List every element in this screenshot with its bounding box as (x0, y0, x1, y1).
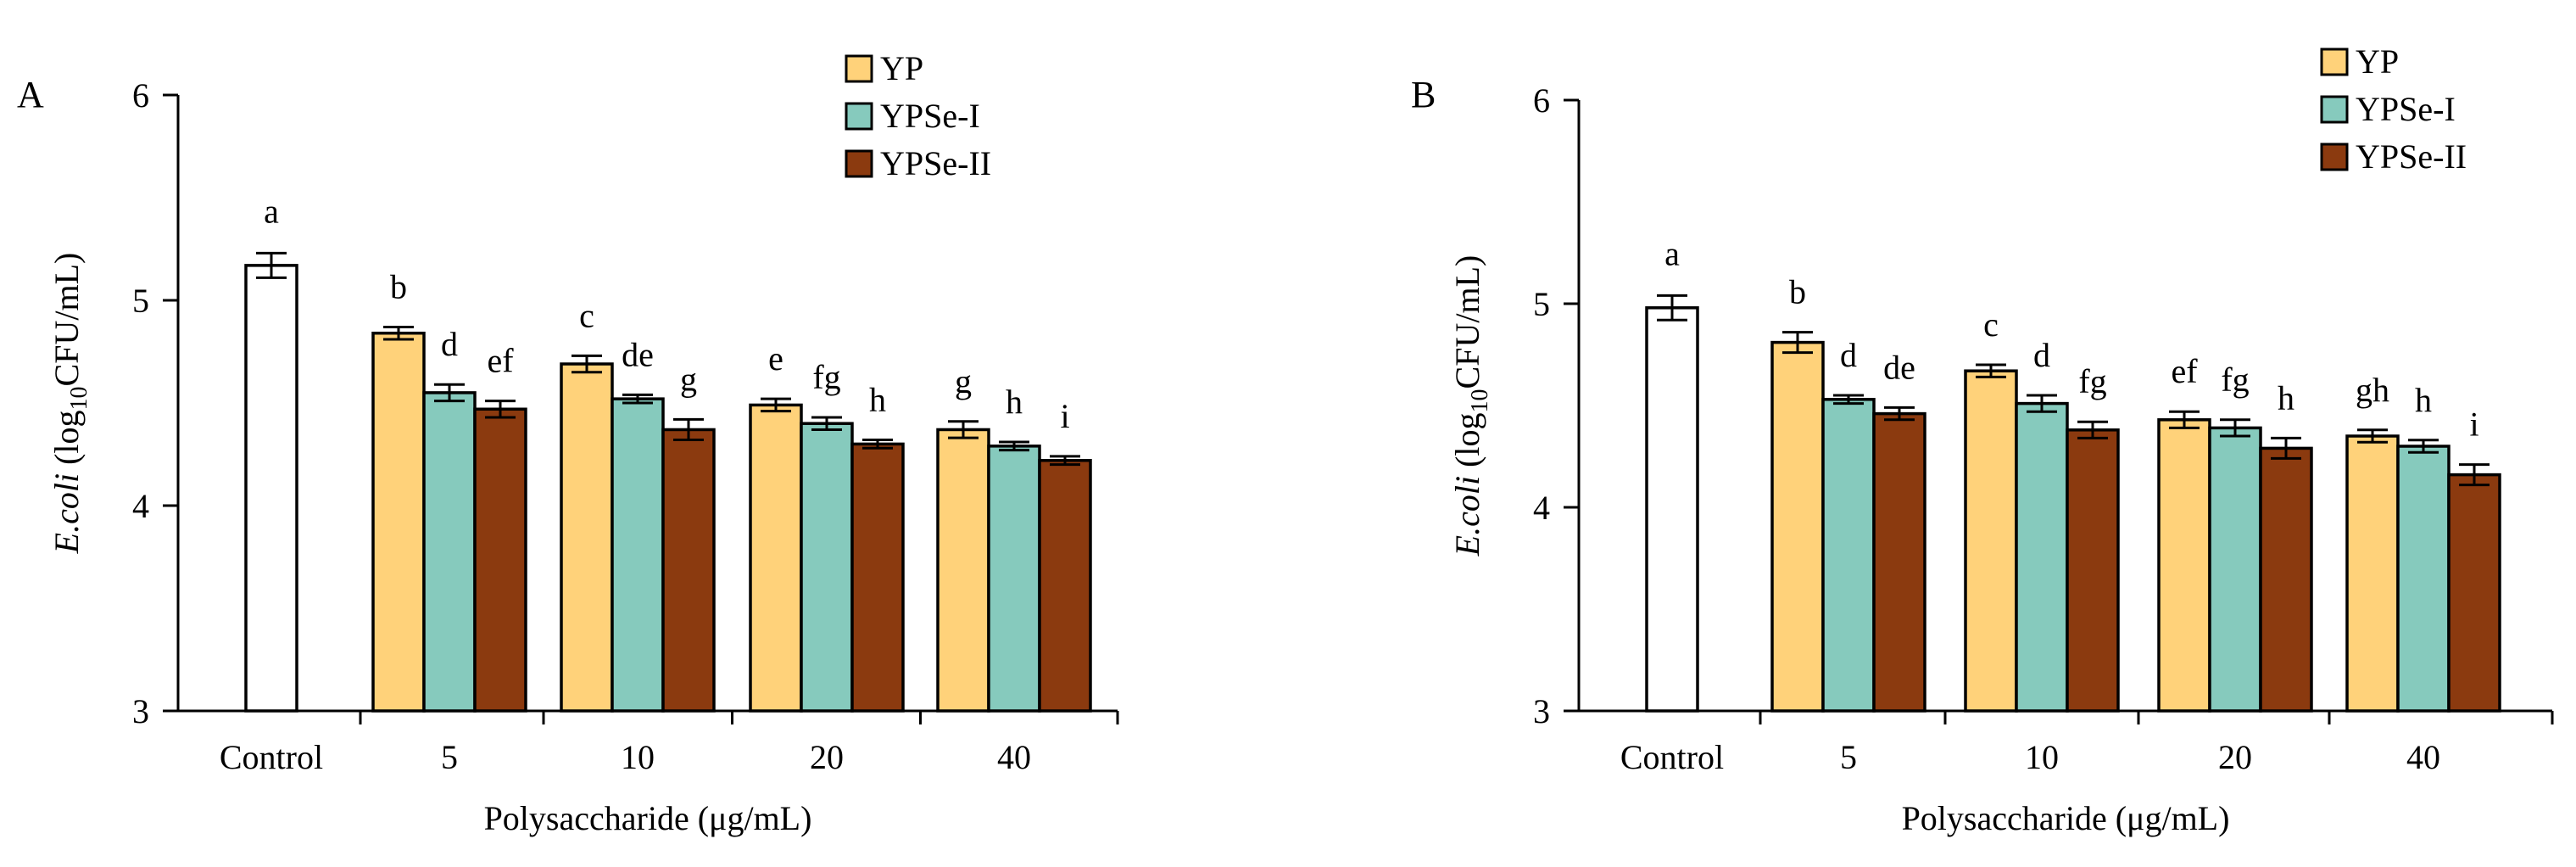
significance-letter: h (869, 381, 886, 419)
bar-yp (560, 362, 614, 713)
significance-letter: a (1664, 234, 1680, 272)
panel-label: B (1411, 74, 1436, 115)
significance-letter: h (2278, 378, 2294, 417)
legend-swatch (845, 54, 873, 83)
bar-ypse-i (1821, 398, 1876, 713)
bar-ypse-i (2208, 426, 2262, 713)
x-axis-title: Polysaccharide (μg/mL) (1902, 799, 2230, 837)
significance-letter: i (2469, 406, 2478, 444)
panel-label: A (17, 74, 44, 115)
chart-panel-a: A 3 4 5 6 Control 5 10 20 40 Polysaccharide (μg/mL… (17, 49, 1119, 837)
significance-letter: g (680, 360, 697, 398)
x-tick-label: 5 (1840, 738, 1857, 776)
y-axis-title-italic: E.coli (47, 473, 86, 554)
significance-letter: d (1840, 336, 1857, 374)
bar-ypse-i (800, 422, 854, 713)
significance-letter: c (579, 296, 594, 334)
bar-ypse-ii (1038, 459, 1092, 713)
significance-letter: de (622, 335, 654, 373)
x-tick-label: 20 (2218, 738, 2252, 776)
significance-letter: ef (2171, 352, 2198, 390)
bar-yp (749, 403, 803, 713)
y-tick-label: 3 (132, 692, 149, 730)
bar-yp (371, 331, 426, 713)
x-tick-label: 20 (810, 738, 844, 776)
x-tick-label: 5 (441, 738, 458, 776)
significance-letter: ef (487, 342, 514, 380)
significance-letter: fg (812, 358, 840, 396)
significance-letter: gh (2356, 371, 2389, 409)
significance-letter: fg (2221, 361, 2249, 399)
y-tick-label: 6 (132, 76, 149, 115)
bar-ypse-i (422, 391, 477, 713)
significance-letter: a (264, 192, 279, 230)
significance-letter: h (1006, 383, 1023, 421)
bar-ypse-ii (661, 428, 716, 713)
legend-label: YP (880, 49, 923, 87)
significance-letter: b (390, 267, 407, 305)
y-axis-title: E.coli (log10CFU/mL) (47, 253, 92, 555)
bar-yp (1964, 369, 2018, 713)
y-tick-label: 5 (132, 282, 149, 320)
x-tick-label: 40 (2406, 738, 2440, 776)
x-tick-label: 10 (621, 738, 655, 776)
bar-ypse-ii (2447, 473, 2501, 713)
x-tick-label: Control (220, 738, 323, 776)
y-axis-title-tail: CFU/mL) (47, 253, 86, 387)
y-axis-title-tail: CFU/mL) (1448, 255, 1486, 389)
y-tick-label: 3 (1533, 692, 1550, 730)
y-axis-title: E.coli (log10CFU/mL) (1448, 255, 1493, 557)
chart-panel-b: B 3 4 5 6 Control 5 10 20 40 Polysaccharide (μg/mL… (1411, 42, 2554, 837)
y-tick-label: 4 (132, 487, 149, 525)
y-axis-title-sub: 10 (1467, 389, 1493, 412)
y-tick-label: 4 (1533, 489, 1550, 527)
significance-letter: de (1883, 348, 1915, 386)
x-tick-label: Control (1620, 738, 1724, 776)
legend-label: YPSe-I (880, 97, 980, 135)
y-axis-title-main: (log (47, 410, 86, 473)
significance-letter: g (955, 362, 972, 400)
bar-control (1645, 306, 1699, 713)
legend-swatch (845, 102, 873, 131)
significance-letter: b (1789, 273, 1806, 311)
significance-letter: h (2415, 381, 2432, 419)
bar-ypse-i (987, 445, 1041, 713)
bar-ypse-i (611, 397, 665, 713)
legend-label: YPSe-I (2356, 90, 2456, 128)
legend-swatch (2320, 143, 2349, 171)
bar-ypse-ii (2066, 428, 2120, 713)
significance-letter: fg (2078, 362, 2106, 400)
x-axis-title: Polysaccharide (μg/mL) (484, 799, 812, 837)
significance-letter: i (1060, 397, 1069, 435)
y-axis-title-main: (log (1448, 412, 1486, 475)
legend-label: YP (2356, 42, 2399, 81)
legend-swatch (2320, 95, 2349, 124)
bar-ypse-ii (850, 442, 905, 713)
bar-ypse-ii (473, 407, 527, 713)
bar-ypse-ii (1872, 411, 1926, 713)
significance-letter: d (441, 325, 458, 363)
bar-yp (2157, 418, 2211, 713)
y-tick-label: 6 (1533, 81, 1550, 120)
y-axis-title-italic: E.coli (1448, 476, 1486, 557)
bar-control (244, 264, 298, 713)
bar-yp (2345, 434, 2400, 713)
y-axis-title-sub: 10 (66, 386, 92, 410)
significance-letter: c (1983, 305, 1999, 344)
bar-ypse-i (2396, 445, 2451, 713)
legend-swatch (845, 149, 873, 178)
legend-swatch (2320, 48, 2349, 76)
bar-ypse-ii (2259, 446, 2313, 713)
bar-ypse-i (2015, 401, 2069, 713)
y-tick-label: 5 (1533, 285, 1550, 323)
bar-yp (936, 428, 990, 713)
bar-yp (1770, 340, 1825, 713)
significance-letter: e (768, 339, 783, 378)
legend-label: YPSe-II (2356, 137, 2467, 176)
x-tick-label: 40 (997, 738, 1031, 776)
significance-letter: d (2033, 336, 2050, 374)
x-tick-label: 10 (2025, 738, 2059, 776)
legend-label: YPSe-II (880, 144, 991, 182)
